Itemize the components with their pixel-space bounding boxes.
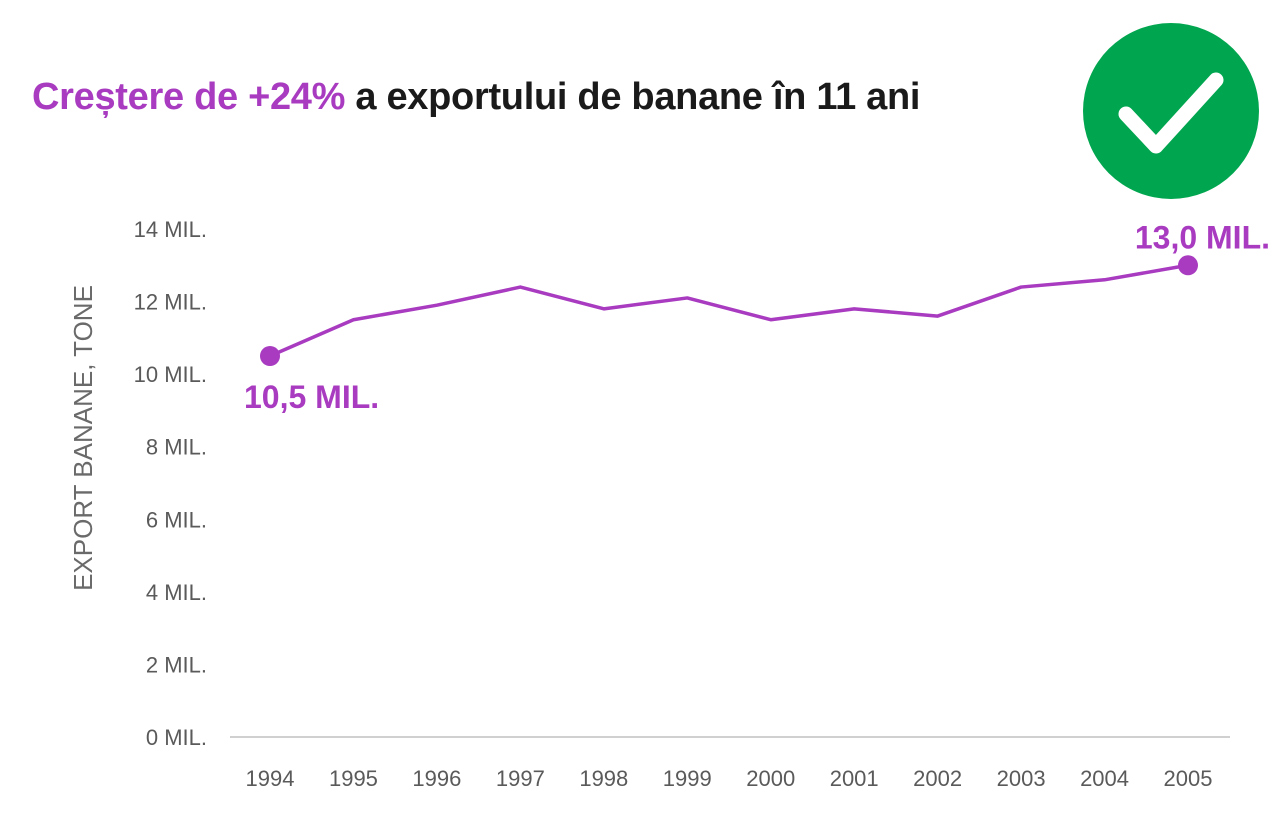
y-tick-label: 10 MIL. [134, 362, 207, 387]
x-tick-label: 2002 [913, 766, 962, 791]
x-tick-label: 2003 [997, 766, 1046, 791]
y-tick-label: 2 MIL. [146, 652, 207, 677]
data-label: 10,5 MIL. [244, 379, 379, 415]
data-label: 13,0 MIL. [1135, 219, 1270, 255]
x-tick-label: 1999 [663, 766, 712, 791]
title-highlight: Creștere de +24% [32, 76, 346, 118]
title-rest: a exportului de banane în 11 ani [345, 76, 921, 118]
x-tick-label: 1996 [412, 766, 461, 791]
x-tick-label: 1997 [496, 766, 545, 791]
y-tick-label: 6 MIL. [146, 507, 207, 532]
y-axis-title: EXPORT BANANE, TONE [68, 285, 98, 591]
data-point-marker [1178, 255, 1198, 276]
chart-title: Creștere de +24% a exportului de banane … [32, 76, 920, 119]
x-tick-label: 1998 [579, 766, 628, 791]
y-tick-label: 12 MIL. [134, 290, 207, 315]
x-tick-label: 2000 [746, 766, 795, 791]
x-tick-label: 2001 [830, 766, 879, 791]
check-mark [1118, 72, 1224, 154]
x-tick-label: 1994 [246, 766, 295, 791]
check-icon [1083, 23, 1259, 199]
y-tick-label: 14 MIL. [134, 217, 207, 242]
data-point-marker [260, 346, 280, 366]
x-tick-label: 2005 [1164, 766, 1213, 791]
x-tick-label: 1995 [329, 766, 378, 791]
y-tick-label: 8 MIL. [146, 435, 207, 460]
badge-circle [1083, 23, 1259, 199]
y-tick-label: 4 MIL. [146, 580, 207, 605]
x-tick-label: 2004 [1080, 766, 1129, 791]
series-line [268, 263, 1190, 358]
y-tick-label: 0 MIL. [146, 725, 207, 750]
